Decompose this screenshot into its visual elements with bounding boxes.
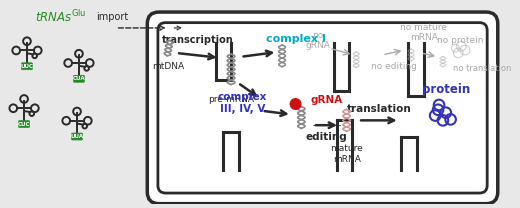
Text: no translation: no translation	[453, 64, 512, 73]
Text: gRNA: gRNA	[310, 95, 342, 105]
Text: no
gRNA: no gRNA	[305, 31, 330, 50]
FancyBboxPatch shape	[21, 63, 32, 70]
Text: transcription: transcription	[162, 35, 233, 45]
FancyBboxPatch shape	[72, 133, 82, 140]
Text: editing: editing	[306, 132, 347, 142]
Text: mature
mRNA: mature mRNA	[330, 144, 363, 164]
Text: translation: translation	[347, 104, 412, 114]
Text: no editing: no editing	[371, 62, 417, 71]
FancyBboxPatch shape	[73, 75, 84, 82]
Text: pre-mRNA: pre-mRNA	[208, 95, 254, 104]
Text: UUC: UUC	[20, 64, 33, 69]
Text: import: import	[96, 12, 128, 22]
Text: CUC: CUC	[18, 121, 30, 126]
Text: UUA: UUA	[71, 134, 84, 139]
Text: complex
III, IV, V: complex III, IV, V	[218, 92, 267, 114]
Text: protein: protein	[422, 83, 470, 96]
Text: CUA: CUA	[73, 76, 85, 81]
Text: mtDNA: mtDNA	[152, 62, 185, 71]
FancyBboxPatch shape	[19, 121, 30, 128]
Text: no protein: no protein	[437, 36, 484, 45]
Text: $\mathit{tRNAs}^{\mathrm{Glu}}$: $\mathit{tRNAs}^{\mathrm{Glu}}$	[35, 9, 86, 25]
Text: complex I: complex I	[266, 33, 326, 43]
Circle shape	[290, 99, 301, 109]
Text: no mature
mRNA: no mature mRNA	[400, 23, 447, 42]
FancyBboxPatch shape	[147, 12, 498, 204]
